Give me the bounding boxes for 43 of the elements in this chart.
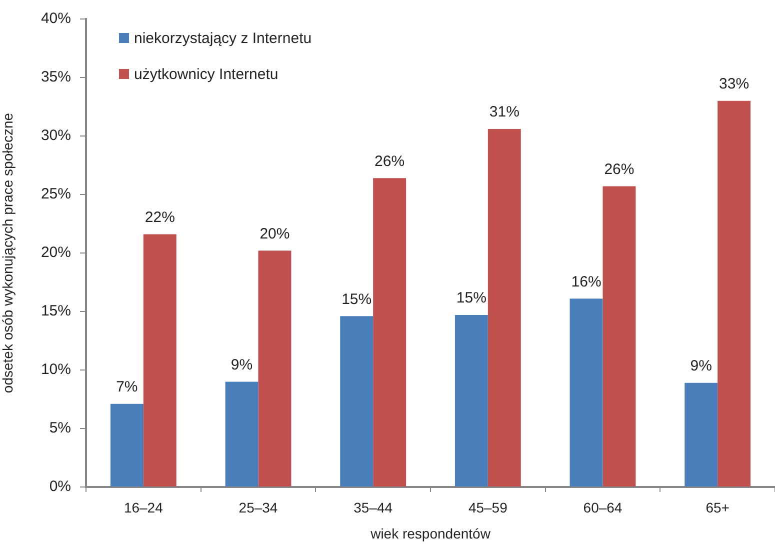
legend-label: użytkownicy Internetu [134,66,278,84]
data-label: 33% [719,76,750,93]
x-tick-label: 60–64 [583,499,622,516]
y-tick-label: 40% [40,10,71,28]
data-label: 20% [260,225,290,242]
data-label: 16% [571,273,602,290]
y-tick-label: 0% [49,478,71,496]
data-label: 31% [489,104,520,121]
y-tick-label: 10% [40,361,71,378]
data-label: 7% [116,378,138,396]
bar [110,404,144,486]
y-tick-label: 30% [40,127,71,144]
bar [684,382,718,486]
bar [454,315,488,486]
bar [602,186,636,486]
data-label: 9% [690,358,712,375]
y-axis-title: odsetek osób wykonujących prace społeczne [0,112,16,394]
bar [225,382,258,486]
bar [258,250,292,486]
data-label: 15% [456,290,486,307]
data-label: 26% [374,152,405,170]
bar [718,100,751,486]
x-tick-label: 25–34 [238,499,278,516]
data-label: 15% [342,290,372,308]
y-tick-label: 5% [49,420,71,437]
data-label: 26% [604,160,634,178]
x-axis-title: wiek respondentów [370,525,492,542]
x-tick-label: 65+ [706,499,730,516]
bar [570,298,603,486]
y-tick-label: 15% [40,302,71,320]
x-tick-label: 45–59 [468,499,508,516]
y-tick-label: 35% [40,68,71,86]
data-label: 22% [144,208,175,226]
bar [373,178,406,486]
y-tick-label: 20% [40,244,71,262]
x-tick-label: 16–24 [124,499,164,516]
bar [340,316,374,486]
x-tick-label: 35–44 [354,499,393,516]
legend-label: niekorzystający z Internetu [134,30,312,48]
y-tick-label: 25% [40,186,71,203]
bar [143,234,176,486]
data-label: 9% [230,356,253,374]
bar [488,128,521,486]
